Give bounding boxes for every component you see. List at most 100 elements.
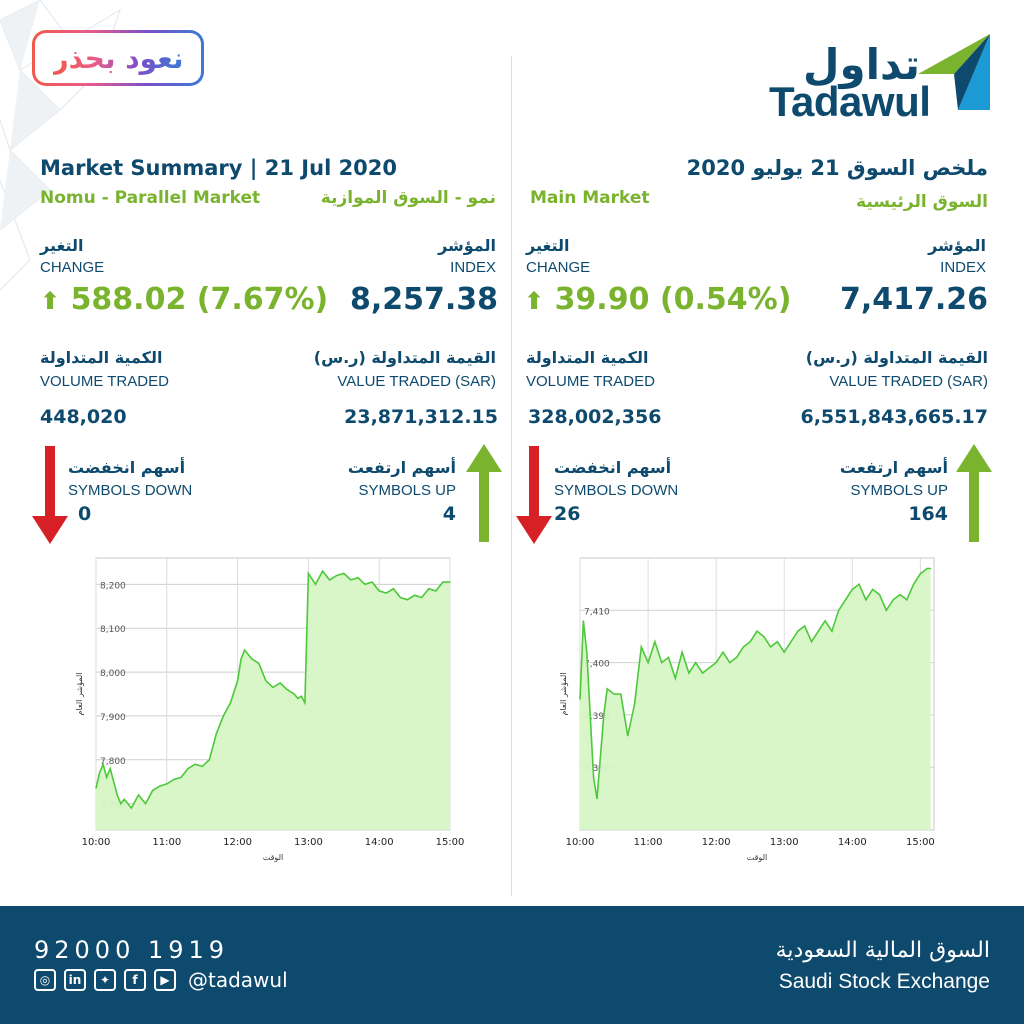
- data-point: [137, 794, 140, 796]
- data-point: [385, 592, 387, 594]
- nomu-down-label-en: SYMBOLS DOWN: [68, 482, 193, 499]
- data-point: [810, 641, 813, 643]
- data-point: [350, 579, 352, 581]
- data-point: [736, 656, 738, 658]
- data-point: [357, 577, 359, 579]
- nomu-down-label-ar: أسهم انخفضت: [68, 458, 186, 477]
- twitter-icon[interactable]: ✦: [94, 969, 116, 991]
- data-point: [102, 763, 104, 765]
- y-axis-label: المؤشر العام: [75, 673, 84, 716]
- series-area: [96, 571, 450, 830]
- main-volume-label-ar: الكمية المتداولة: [526, 348, 649, 367]
- data-point: [120, 803, 122, 805]
- center-divider: [511, 56, 512, 896]
- exchange-name-ar: السوق المالية السعودية: [775, 938, 990, 963]
- data-point: [667, 656, 670, 658]
- y-tick-label: 7,390: [584, 712, 610, 722]
- main-market-ar: السوق الرئيسية: [856, 192, 988, 212]
- main-value-label-en: VALUE TRADED (SAR): [829, 373, 988, 390]
- data-point: [322, 570, 324, 572]
- data-point: [708, 667, 710, 669]
- instagram-icon[interactable]: ◎: [34, 969, 56, 991]
- data-point: [399, 596, 401, 599]
- data-point: [194, 763, 196, 765]
- tadawul-logo-arabic: تداول: [803, 40, 920, 89]
- data-point: [435, 590, 437, 592]
- data-point: [336, 574, 338, 577]
- facebook-icon[interactable]: f: [124, 969, 146, 991]
- nomu-index-label-en: INDEX: [450, 259, 496, 276]
- main-change-label-ar: التغير: [526, 236, 570, 255]
- main-down-label-ar: أسهم انخفضت: [554, 458, 672, 477]
- data-point: [589, 714, 591, 716]
- data-point: [674, 677, 676, 679]
- tadawul-logo-mark-icon: [918, 34, 990, 110]
- up-arrow-icon: ⬆: [524, 287, 545, 315]
- nomu-change-text: 588.02 (7.67%): [70, 282, 329, 317]
- data-point: [442, 581, 444, 583]
- main-symbols-down: 26: [554, 503, 581, 525]
- data-point: [290, 691, 292, 693]
- data-point: [606, 688, 608, 690]
- data-point: [596, 798, 598, 800]
- data-point: [378, 590, 380, 592]
- data-point: [222, 715, 224, 717]
- data-point: [293, 693, 295, 695]
- y-axis-label: المؤشر العام: [559, 673, 568, 716]
- linkedin-icon[interactable]: in: [64, 969, 86, 991]
- data-point: [797, 630, 799, 632]
- data-point: [244, 649, 246, 651]
- main-value-traded: 6,551,843,665.17: [800, 406, 988, 428]
- main-down-arrow-icon: [516, 446, 552, 544]
- y-tick-label: 7,800: [100, 757, 126, 767]
- data-point: [865, 599, 867, 601]
- data-point: [159, 785, 161, 787]
- social-links: ◎ in ✦ f ▶ @tadawul: [34, 968, 288, 992]
- nomu-up-label-en: SYMBOLS UP: [358, 482, 456, 499]
- data-point: [258, 662, 260, 664]
- data-point: [371, 581, 373, 583]
- data-point: [783, 651, 785, 653]
- nomu-market-ar: نمو - السوق الموازية: [320, 188, 496, 208]
- data-point: [586, 651, 588, 653]
- data-point: [98, 772, 101, 774]
- data-point: [187, 768, 189, 770]
- background-pattern: [0, 0, 121, 291]
- nomu-change-label-ar: التغير: [40, 236, 84, 255]
- nomu-value-label-en: VALUE TRADED (SAR): [337, 373, 496, 390]
- data-point: [804, 625, 806, 627]
- x-tick-label: 10:00: [82, 837, 111, 848]
- data-point: [603, 714, 605, 716]
- data-point: [763, 635, 765, 638]
- data-point: [892, 599, 894, 601]
- campaign-logo: نعود بحذر: [32, 30, 204, 86]
- y-tick-label: 8,000: [100, 669, 126, 679]
- x-tick-label: 10:00: [566, 837, 595, 848]
- data-point: [654, 641, 656, 643]
- campaign-logo-text: نعود بحذر: [52, 41, 184, 75]
- social-handle[interactable]: @tadawul: [188, 968, 288, 992]
- data-point: [95, 787, 97, 789]
- x-tick-label: 15:00: [436, 837, 465, 848]
- data-point: [906, 599, 908, 601]
- y-tick-label: 7,410: [584, 607, 610, 617]
- data-point: [113, 781, 115, 783]
- data-point: [329, 579, 331, 581]
- data-point: [109, 768, 111, 770]
- main-down-label-en: SYMBOLS DOWN: [554, 482, 679, 499]
- data-point: [620, 693, 622, 695]
- data-point: [123, 798, 125, 800]
- data-point: [647, 662, 649, 664]
- data-point: [661, 662, 663, 664]
- youtube-icon[interactable]: ▶: [154, 969, 176, 991]
- data-point: [414, 594, 416, 596]
- data-point: [851, 588, 853, 590]
- nomu-down-arrow-icon: [32, 446, 68, 544]
- nomu-index-label-ar: المؤشر: [438, 236, 496, 255]
- main-index-label-ar: المؤشر: [928, 236, 986, 255]
- data-point: [831, 630, 833, 632]
- main-market-en: Main Market: [530, 188, 650, 208]
- data-point: [878, 594, 881, 596]
- x-tick-label: 11:00: [634, 837, 663, 848]
- nomu-value-label-ar: القيمة المتداولة (ر.س): [313, 348, 496, 367]
